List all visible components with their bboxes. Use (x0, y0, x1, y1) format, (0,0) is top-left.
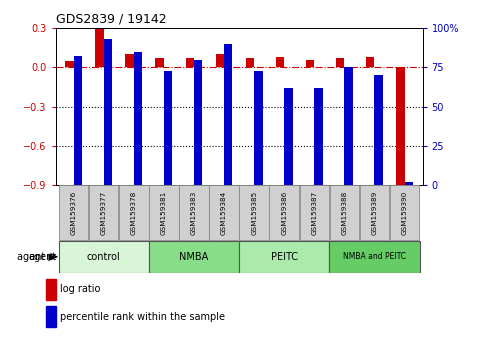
Text: NMBA and PEITC: NMBA and PEITC (343, 252, 406, 261)
Text: percentile rank within the sample: percentile rank within the sample (60, 312, 225, 321)
Bar (164, 70, 172, 185)
Bar (344, 68, 353, 185)
Bar (126, 55, 134, 68)
Bar (360, 185, 389, 240)
Bar (46, 306, 56, 327)
Bar (390, 185, 419, 240)
Bar (240, 185, 269, 240)
Text: agent: agent (28, 252, 56, 262)
Bar (209, 185, 239, 240)
Text: log ratio: log ratio (60, 284, 100, 294)
Text: GSM159386: GSM159386 (281, 191, 287, 235)
Text: GSM159388: GSM159388 (341, 191, 347, 235)
Text: GSM159389: GSM159389 (371, 191, 378, 235)
Text: GSM159383: GSM159383 (191, 191, 197, 235)
Bar (89, 185, 118, 240)
Text: GSM159384: GSM159384 (221, 191, 227, 235)
Bar (270, 185, 299, 240)
Text: NMBA: NMBA (179, 252, 209, 262)
Bar (134, 52, 142, 185)
Bar (194, 59, 202, 185)
Bar (58, 241, 149, 273)
Bar (73, 57, 82, 185)
Text: GSM159385: GSM159385 (251, 191, 257, 235)
Bar (336, 58, 344, 68)
Bar (396, 68, 405, 187)
Bar (284, 88, 293, 185)
Bar (179, 185, 209, 240)
Bar (104, 39, 112, 185)
Bar (149, 241, 239, 273)
Bar (95, 28, 104, 68)
Text: agent ▶: agent ▶ (17, 252, 56, 262)
Bar (330, 185, 359, 240)
Text: control: control (87, 252, 121, 262)
Text: GSM159377: GSM159377 (100, 191, 107, 235)
Bar (46, 279, 56, 299)
Bar (224, 44, 232, 185)
Bar (65, 61, 73, 68)
Text: GSM159390: GSM159390 (401, 191, 408, 235)
Text: GSM159376: GSM159376 (71, 191, 77, 235)
Bar (119, 185, 148, 240)
Text: GDS2839 / 19142: GDS2839 / 19142 (56, 13, 166, 26)
Text: GSM159378: GSM159378 (131, 191, 137, 235)
Text: PEITC: PEITC (270, 252, 298, 262)
Bar (314, 88, 323, 185)
Bar (59, 185, 88, 240)
Bar (239, 241, 329, 273)
Bar (405, 182, 413, 185)
Bar (329, 241, 420, 273)
Bar (185, 58, 194, 68)
Bar (299, 185, 329, 240)
Bar (374, 75, 383, 185)
Bar (246, 58, 254, 68)
Bar (276, 57, 284, 68)
Text: GSM159381: GSM159381 (161, 191, 167, 235)
Text: GSM159387: GSM159387 (312, 191, 317, 235)
Bar (306, 59, 314, 68)
Bar (149, 185, 179, 240)
Bar (366, 57, 374, 68)
Bar (156, 58, 164, 68)
Bar (215, 55, 224, 68)
Bar (254, 70, 263, 185)
